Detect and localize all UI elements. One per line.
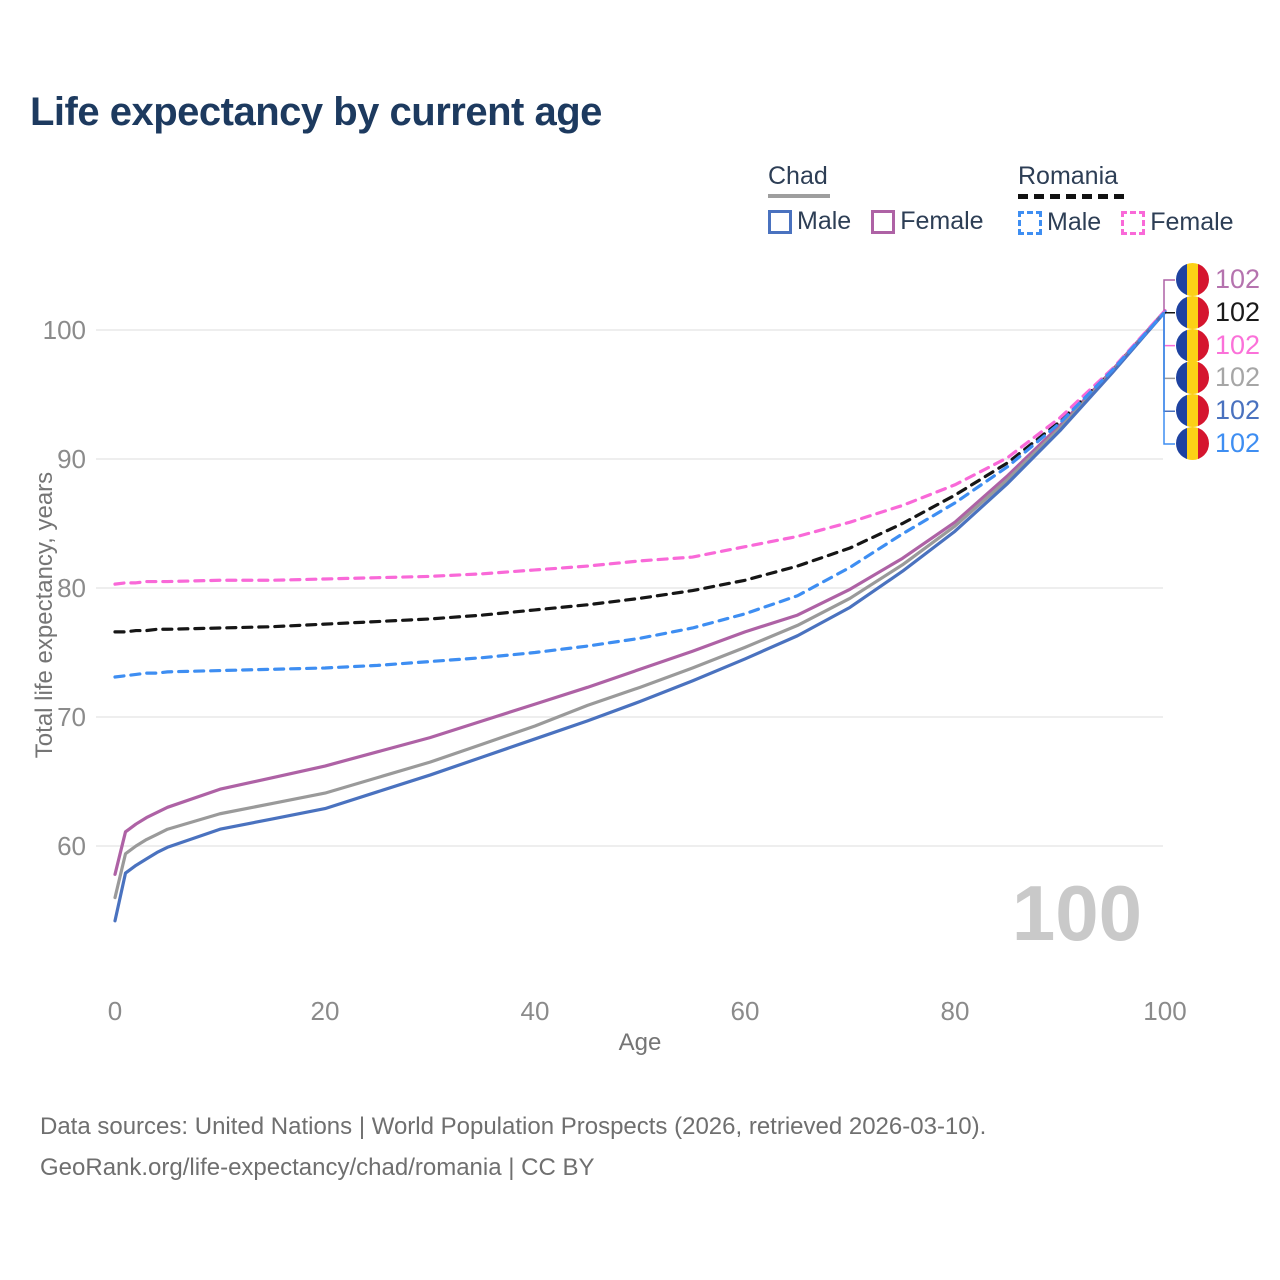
flag-stripe	[1187, 394, 1198, 427]
x-tick-label: 100	[1143, 996, 1186, 1026]
x-tick-label: 80	[941, 996, 970, 1026]
legend-group-chad: Chad Male Female	[768, 162, 984, 236]
footer: Data sources: United Nations | World Pop…	[40, 1106, 986, 1188]
legend-item-chad-female: Female	[871, 207, 984, 236]
series-line-chad-both-sexes	[113, 310, 1167, 900]
y-tick-label: 90	[57, 444, 86, 474]
y-tick-label: 70	[57, 702, 86, 732]
leader-line	[1163, 311, 1175, 445]
x-tick-label: 60	[731, 996, 760, 1026]
flag-stripe	[1198, 263, 1209, 296]
flag-stripe	[1176, 394, 1187, 427]
x-axis-title: Age	[619, 1029, 662, 1056]
end-value: 102	[1215, 330, 1261, 360]
x-tick-label: 20	[311, 996, 340, 1026]
legend-label: Male	[1047, 208, 1102, 236]
legend-group-romania: Romania Male Female	[1018, 162, 1234, 237]
flag-stripe	[1187, 296, 1198, 329]
legend-item-romania-male: Male	[1018, 208, 1101, 237]
flag-stripe	[1198, 296, 1209, 329]
end-value: 102	[1215, 395, 1261, 425]
y-tick-label: 80	[57, 573, 86, 603]
romania-flag-icon	[1176, 329, 1209, 362]
series-line-romania-female	[113, 309, 1167, 586]
legend-label: Male	[797, 207, 852, 235]
y-tick-label: 60	[57, 831, 86, 861]
chad-female-swatch-icon	[871, 209, 896, 234]
flag-stripe	[1198, 427, 1209, 460]
legend-romania-header: Romania	[1018, 162, 1119, 190]
end-value: 102	[1215, 297, 1261, 327]
legend-item-romania-female: Female	[1121, 208, 1234, 237]
flag-stripe	[1187, 427, 1198, 460]
chad-male-swatch-icon	[768, 209, 792, 234]
series-line-chad-male	[113, 310, 1167, 923]
flag-stripe	[1176, 361, 1187, 394]
leader-line	[1163, 311, 1175, 412]
leader-line	[1163, 311, 1175, 314]
flag-stripe	[1198, 361, 1209, 394]
romania-flag-icon	[1176, 427, 1209, 460]
leader-line	[1163, 279, 1175, 311]
legend-chad-header: Chad	[768, 162, 828, 190]
chad-flag-icon	[1176, 361, 1209, 394]
romania-female-swatch-icon	[1121, 210, 1146, 235]
chad-flag-icon	[1176, 263, 1209, 296]
data-sources-text: Data sources: United Nations | World Pop…	[40, 1113, 987, 1140]
y-tick-label: 100	[43, 315, 86, 345]
legend-chad-line-style-swatch	[768, 194, 830, 198]
georank-url-text: GeoRank.org/life-expectancy/chad/romania…	[40, 1154, 595, 1181]
legend-romania-line-style-swatch	[1018, 194, 1124, 199]
leader-line	[1163, 310, 1175, 347]
series-line-romania-both-sexes	[113, 310, 1167, 634]
page-title: Life expectancy by current age	[30, 90, 602, 134]
flag-stripe	[1187, 361, 1198, 394]
flag-stripe	[1176, 263, 1187, 296]
legend-label: Female	[900, 207, 984, 235]
flag-stripe	[1187, 329, 1198, 362]
chad-flag-icon	[1176, 394, 1209, 427]
romania-flag-icon	[1176, 296, 1209, 329]
end-label-row: 102	[1176, 263, 1260, 296]
flag-stripe	[1176, 296, 1187, 329]
legend-label: Female	[1150, 208, 1234, 236]
series-line-romania-male	[113, 310, 1167, 679]
flag-stripe	[1198, 394, 1209, 427]
age-watermark: 100	[1011, 869, 1142, 957]
end-value: 102	[1215, 428, 1261, 458]
flag-stripe	[1198, 329, 1209, 362]
end-label-row: 102	[1176, 296, 1260, 329]
y-axis-title: Total life expectancy, years	[31, 471, 58, 759]
flag-stripe	[1187, 263, 1198, 296]
romania-male-swatch-icon	[1018, 210, 1042, 235]
end-value: 102	[1215, 264, 1261, 294]
end-label-row: 102	[1176, 394, 1260, 427]
end-label-row: 102	[1176, 361, 1260, 394]
end-value: 102	[1215, 362, 1261, 392]
legend-item-chad-male: Male	[768, 207, 851, 236]
x-tick-label: 40	[521, 996, 550, 1026]
flag-stripe	[1176, 329, 1187, 362]
series-line-chad-female	[113, 309, 1167, 876]
end-label-row: 102	[1176, 427, 1260, 460]
line-chart-plot: 60 70 80 90 100 0 20 40 60 80 100 Age	[43, 279, 1187, 1056]
x-tick-label: 0	[108, 996, 122, 1026]
end-label-row: 102	[1176, 329, 1260, 362]
flag-stripe	[1176, 427, 1187, 460]
